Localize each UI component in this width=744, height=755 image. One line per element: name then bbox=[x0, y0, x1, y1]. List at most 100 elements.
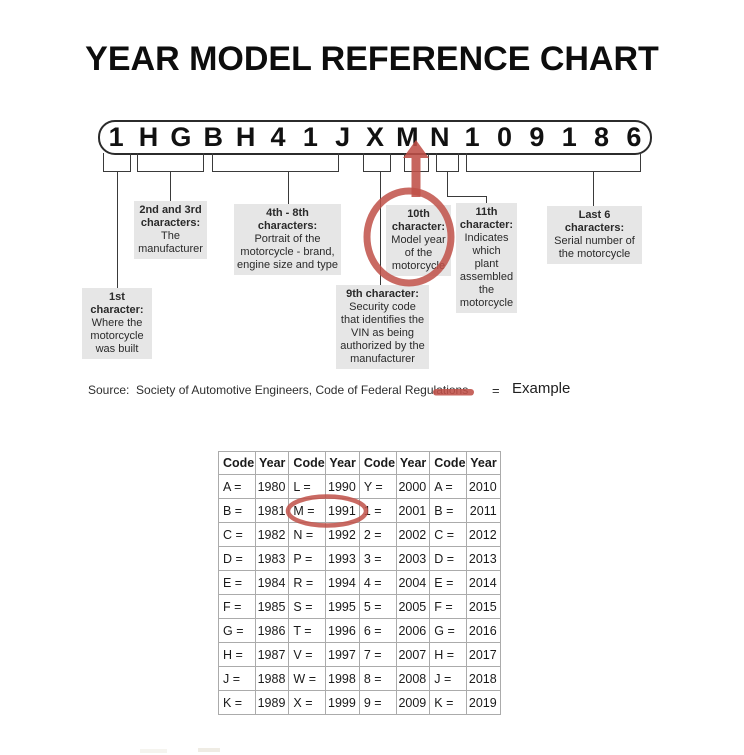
table-header: Year bbox=[395, 451, 431, 475]
source-text: Source: Society of Automotive Engineers,… bbox=[88, 383, 469, 397]
year-cell: 1992 bbox=[325, 522, 360, 547]
callout-body: Indicates which plant assembled the moto… bbox=[459, 232, 514, 309]
code-year-table: Code Year Code Year Code Year Code Year A = 1980… bbox=[218, 451, 501, 715]
year-cell: 2017 bbox=[466, 642, 501, 667]
callout-last-6-characters: Last 6 characters: Serial number of the … bbox=[547, 206, 642, 264]
connector-line bbox=[593, 171, 594, 207]
callout-body: Model year of the motorcycle bbox=[391, 234, 446, 272]
callout-11th-character: 11th character: Indicates which plant as… bbox=[456, 203, 517, 313]
year-cell: 2014 bbox=[466, 570, 501, 595]
equals-sign: = bbox=[492, 383, 500, 398]
vin-character: H bbox=[138, 122, 159, 152]
code-cell: 2 = bbox=[358, 522, 397, 547]
vin-character: 9 bbox=[529, 122, 545, 152]
year-cell: 2016 bbox=[466, 618, 501, 643]
table-row: A = 1980 L = 1990 Y = 2000 A = 2010 bbox=[218, 474, 501, 499]
connector-line bbox=[117, 171, 118, 288]
code-cell: C = bbox=[218, 522, 256, 547]
connector-line bbox=[212, 153, 213, 171]
year-cell: 2013 bbox=[466, 546, 501, 571]
connector-line bbox=[137, 153, 138, 171]
year-cell: 1982 bbox=[254, 522, 290, 547]
vin-character: 1 bbox=[464, 122, 480, 152]
code-cell: E = bbox=[218, 570, 256, 595]
code-cell: 7 = bbox=[358, 642, 397, 667]
year-cell: 1999 bbox=[325, 690, 360, 715]
code-cell: R = bbox=[288, 570, 327, 595]
code-cell: J = bbox=[429, 666, 468, 691]
year-cell: 2005 bbox=[395, 594, 431, 619]
table-header-row: Code Year Code Year Code Year Code Year bbox=[218, 451, 501, 475]
connector-line bbox=[130, 153, 131, 171]
year-cell: 1980 bbox=[254, 474, 290, 499]
callout-9th-character: 9th character: Security code that identi… bbox=[336, 285, 429, 369]
connector-line bbox=[486, 196, 487, 204]
code-cell: S = bbox=[288, 594, 327, 619]
callout-1st-character: 1st character: Where the motorcycle was … bbox=[82, 288, 152, 359]
code-cell: T = bbox=[288, 618, 327, 643]
vin-character: H bbox=[235, 122, 256, 152]
code-cell: D = bbox=[218, 546, 256, 571]
callout-body: The manufacturer bbox=[138, 230, 203, 255]
table-row: H = 1987 V = 1997 7 = 2007 H = 2017 bbox=[218, 642, 501, 667]
table-header: Code bbox=[288, 451, 327, 475]
code-cell: B = bbox=[429, 498, 468, 523]
connector-line bbox=[170, 171, 171, 202]
code-cell: F = bbox=[218, 594, 256, 619]
year-cell: 1983 bbox=[254, 546, 290, 571]
year-cell: 1985 bbox=[254, 594, 290, 619]
page-artifact bbox=[198, 748, 220, 752]
year-cell: 1984 bbox=[254, 570, 290, 595]
table-row: K = 1989 X = 1999 9 = 2009 K = 2019 bbox=[218, 690, 501, 715]
connector-line bbox=[338, 153, 339, 171]
table-header: Code bbox=[218, 451, 256, 475]
table-header: Code bbox=[358, 451, 397, 475]
code-cell: 5 = bbox=[358, 594, 397, 619]
table-row: E = 1984 R = 1994 4 = 2004 E = 2014 bbox=[218, 570, 501, 595]
year-cell: 1988 bbox=[254, 666, 290, 691]
callout-heading: 10th character: bbox=[391, 208, 446, 233]
connector-line bbox=[288, 171, 289, 205]
year-cell: 1998 bbox=[325, 666, 360, 691]
example-label: Example bbox=[512, 380, 571, 397]
page-title: YEAR MODEL REFERENCE CHART bbox=[85, 40, 659, 78]
code-cell: X = bbox=[288, 690, 327, 715]
year-cell: 2018 bbox=[466, 666, 501, 691]
connector-line bbox=[640, 153, 641, 171]
year-cell: 1986 bbox=[254, 618, 290, 643]
year-cell: 2015 bbox=[466, 594, 501, 619]
code-cell: E = bbox=[429, 570, 468, 595]
connector-line bbox=[404, 153, 405, 171]
year-cell: 2002 bbox=[395, 522, 431, 547]
table-header: Year bbox=[466, 451, 501, 475]
year-cell: 2008 bbox=[395, 666, 431, 691]
year-cell: 2012 bbox=[466, 522, 501, 547]
vin-character: G bbox=[170, 122, 192, 152]
vin-character: 6 bbox=[626, 122, 642, 152]
code-cell: G = bbox=[429, 618, 468, 643]
table-row: F = 1985 S = 1995 5 = 2005 F = 2015 bbox=[218, 594, 501, 619]
code-cell: Y = bbox=[358, 474, 397, 499]
callout-heading: 11th character: bbox=[459, 206, 514, 231]
connector-line bbox=[466, 153, 467, 171]
vin-character: X bbox=[366, 122, 385, 152]
callout-body: Where the motorcycle was built bbox=[90, 317, 144, 355]
code-cell: H = bbox=[218, 642, 256, 667]
connector-line bbox=[458, 153, 459, 171]
year-cell: 2001 bbox=[395, 498, 431, 523]
connector-line bbox=[447, 196, 487, 197]
callout-heading: 1st character: bbox=[90, 291, 144, 316]
callout-2nd-3rd-characters: 2nd and 3rd characters: The manufacturer bbox=[134, 201, 207, 259]
callout-4th-8th-characters: 4th - 8th characters: Portrait of the mo… bbox=[234, 204, 341, 275]
callout-body: Portrait of the motorcycle - brand, engi… bbox=[237, 233, 338, 271]
year-cell: 2000 bbox=[395, 474, 431, 499]
code-cell: M = bbox=[288, 498, 327, 523]
connector-line bbox=[404, 171, 429, 172]
year-cell: 1995 bbox=[325, 594, 360, 619]
vin-character: 1 bbox=[561, 122, 577, 152]
connector-line bbox=[380, 171, 381, 285]
connector-line bbox=[203, 153, 204, 171]
callout-heading: 4th - 8th characters: bbox=[257, 207, 318, 232]
